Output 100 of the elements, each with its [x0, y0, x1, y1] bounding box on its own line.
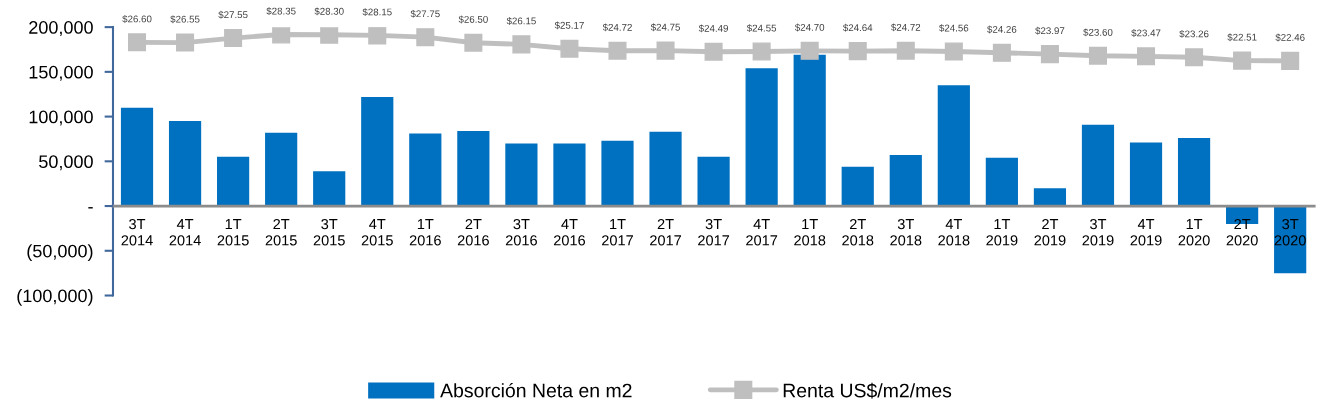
point: [992, 43, 1011, 62]
bar: [889, 155, 922, 207]
data-label: $23.97: [1035, 26, 1065, 35]
x-tick-label: 3T 2016: [505, 218, 537, 246]
bar: [1129, 142, 1163, 207]
data-label: $24.75: [650, 23, 681, 32]
x-tick-label: 1T 2016: [409, 219, 441, 246]
bar: [313, 171, 346, 207]
data-label: $28.15: [362, 8, 392, 16]
bar: [505, 143, 538, 207]
bar: [168, 121, 202, 207]
point: [464, 33, 483, 52]
point: [656, 41, 675, 60]
x-tick-label: 2T 2019: [1034, 218, 1066, 246]
point: [560, 39, 579, 58]
data-label: $28.35: [266, 7, 296, 16]
point: [368, 27, 387, 45]
x-tick-label: 3T 2019: [1082, 218, 1114, 246]
data-label: $24.26: [987, 25, 1017, 34]
bar: [985, 157, 1018, 207]
bar: [649, 131, 682, 207]
x-tick-label: 4T 2016: [553, 219, 586, 246]
data-label: $24.72: [602, 23, 632, 32]
x-tick-label: 4T 2018: [938, 219, 970, 246]
x-tick-label: 2T 2017: [650, 218, 682, 246]
data-label: $26.55: [170, 15, 200, 24]
data-label: $23.60: [1083, 28, 1113, 37]
x-tick-label: 3T 2020: [1274, 218, 1306, 246]
x-tick-label: 3T 2017: [698, 218, 730, 246]
x-tick-label: 2T 2020: [1226, 218, 1258, 246]
data-label: $24.56: [939, 24, 969, 33]
data-label: $27.75: [410, 9, 440, 18]
bar: [841, 166, 874, 207]
data-label: $26.15: [506, 17, 536, 25]
x-tick-label: 1T 2019: [986, 219, 1018, 246]
x-tick-label: 2T 2016: [457, 218, 489, 246]
point: [848, 42, 867, 61]
y-tick-label: -: [88, 207, 93, 209]
bar: [409, 133, 442, 207]
y-tick-label: 100,000: [29, 110, 93, 126]
x-tick-label: 3T 2014: [121, 218, 153, 246]
point: [224, 29, 243, 48]
y-tick-label: 200,000: [29, 21, 93, 36]
data-label: $24.72: [891, 23, 921, 32]
bar: [1081, 124, 1115, 207]
bar: [601, 140, 634, 207]
data-label: $22.51: [1227, 33, 1257, 42]
x-tick-label: 3T 2018: [890, 218, 922, 246]
x-tick-label: 4T 2019: [1130, 219, 1162, 246]
point: [896, 41, 915, 60]
bar: [361, 96, 394, 207]
data-label: $25.17: [554, 21, 584, 30]
point: [800, 41, 819, 60]
data-label: $24.49: [698, 24, 728, 33]
point: [416, 28, 435, 47]
point: [944, 42, 963, 61]
bar: [937, 85, 970, 207]
data-label: $23.47: [1131, 29, 1161, 37]
bar: [457, 130, 490, 207]
bar: [217, 156, 250, 207]
legend-label: Renta US$/m2/mes: [783, 382, 952, 399]
bar: [697, 156, 730, 207]
x-tick-label: 4T 2015: [361, 219, 393, 246]
bar: [120, 107, 154, 207]
point: [1185, 48, 1204, 67]
point: [1136, 47, 1156, 66]
bar: [745, 68, 778, 207]
data-label: $23.26: [1179, 30, 1209, 38]
x-tick-label: 1T 2018: [794, 219, 826, 246]
data-label: $28.30: [314, 7, 344, 16]
x-tick-label: 2T 2018: [842, 218, 874, 246]
y-tick-label: (50,000): [27, 244, 93, 262]
point: [608, 41, 627, 60]
point: [1233, 51, 1252, 70]
point: [704, 42, 723, 61]
data-label: $24.70: [794, 23, 825, 32]
bar: [265, 132, 298, 207]
data-label: $27.55: [218, 10, 248, 19]
x-tick-label: 2T 2015: [265, 218, 297, 246]
data-label: $24.55: [746, 24, 777, 33]
y-tick-label: (100,000): [17, 288, 93, 306]
x-tick-label: 4T 2014: [169, 219, 201, 246]
point: [1040, 45, 1059, 64]
y-tick-label: 150,000: [29, 65, 93, 81]
x-tick-label: 4T 2017: [746, 219, 778, 246]
x-tick-label: 1T 2020: [1178, 219, 1210, 246]
point: [752, 42, 771, 61]
bar: [1274, 206, 1307, 274]
bar: [793, 54, 826, 207]
bar: [553, 143, 586, 207]
bar: [1177, 138, 1211, 207]
x-tick-label: 1T 2015: [217, 219, 249, 246]
point: [512, 35, 531, 54]
x-tick-label: 1T 2017: [602, 219, 633, 246]
x-tick-label: 3T 2015: [313, 218, 345, 246]
y-tick-label: 50,000: [39, 155, 93, 171]
data-label: $22.46: [1275, 33, 1305, 42]
data-label: $26.60: [122, 15, 152, 23]
data-label: $24.64: [842, 23, 873, 32]
legend-label: Absorción Neta en m2: [440, 382, 632, 398]
